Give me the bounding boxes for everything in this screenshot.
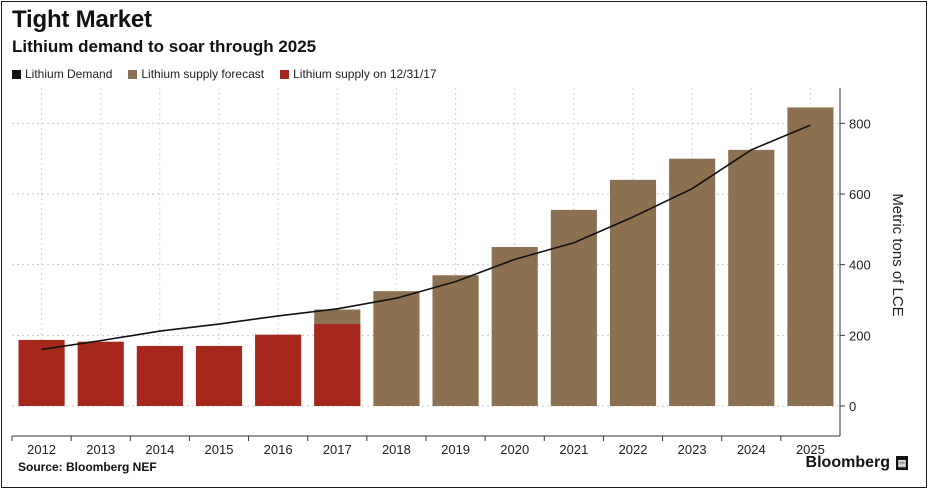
y-tick-label: 0 — [849, 399, 856, 414]
legend-swatch-supply-forecast — [128, 69, 138, 79]
y-tick-label: 800 — [849, 116, 871, 131]
x-tick-label: 2017 — [323, 442, 352, 457]
bar-supply-actual — [136, 345, 183, 406]
x-tick-label: 2018 — [382, 442, 411, 457]
y-tick-label: 200 — [849, 328, 871, 343]
legend-swatch-supply-actual — [280, 69, 290, 79]
brand-name: Bloomberg — [805, 454, 890, 471]
bar-supply-forecast — [550, 209, 597, 406]
legend-swatch-demand — [12, 69, 21, 79]
x-tick-label: 2025 — [796, 442, 825, 457]
legend-label-demand: Lithium Demand — [25, 67, 113, 81]
bar-supply-actual — [314, 324, 361, 406]
x-tick-label: 2021 — [559, 442, 588, 457]
source-note: Source: Bloomberg NEF — [18, 460, 157, 474]
chart-legend: Lithium Demand Lithium supply forecast L… — [12, 67, 437, 81]
x-tick-label: 2022 — [619, 442, 648, 457]
brand-logo: Bloomberg ▤ — [806, 454, 908, 472]
legend-item-demand: Lithium Demand — [12, 67, 112, 81]
bloomberg-box-icon: ▤ — [896, 456, 908, 470]
x-tick-label: 2019 — [441, 442, 470, 457]
bar-supply-forecast — [669, 158, 716, 406]
chart-subtitle: Lithium demand to soar through 2025 — [12, 37, 317, 56]
bar-supply-actual — [77, 341, 124, 406]
bar-supply-forecast — [432, 275, 479, 406]
x-tick-label: 2013 — [86, 442, 115, 457]
x-tick-label: 2014 — [145, 442, 174, 457]
legend-item-supply-actual: Lithium supply on 12/31/17 — [280, 67, 437, 81]
bar-supply-actual — [195, 345, 243, 406]
x-tick-label: 2023 — [678, 442, 707, 457]
x-tick-label: 2024 — [737, 442, 766, 457]
x-tick-label: 2015 — [205, 442, 234, 457]
bar-supply-forecast — [491, 247, 538, 406]
bar-supply-forecast — [728, 149, 775, 407]
legend-label-supply-actual: Lithium supply on 12/31/17 — [293, 67, 437, 81]
legend-item-supply-forecast: Lithium supply forecast — [128, 67, 264, 81]
bar-supply-forecast — [609, 179, 657, 406]
x-tick-label: 2020 — [500, 442, 529, 457]
bar-supply-actual — [18, 339, 65, 406]
line-demand — [41, 124, 811, 351]
legend-label-supply-forecast: Lithium supply forecast — [141, 67, 265, 81]
y-tick-label: 400 — [849, 258, 871, 273]
x-tick-label: 2016 — [264, 442, 293, 457]
y-tick-label: 600 — [849, 187, 871, 202]
bar-supply-forecast — [373, 291, 420, 406]
y-axis-label: Metric tons of LCE — [889, 193, 906, 316]
bar-supply-actual — [255, 334, 302, 406]
chart-title: Tight Market — [12, 6, 152, 33]
bar-supply-forecast — [787, 107, 834, 406]
x-tick-label: 2012 — [27, 442, 56, 457]
